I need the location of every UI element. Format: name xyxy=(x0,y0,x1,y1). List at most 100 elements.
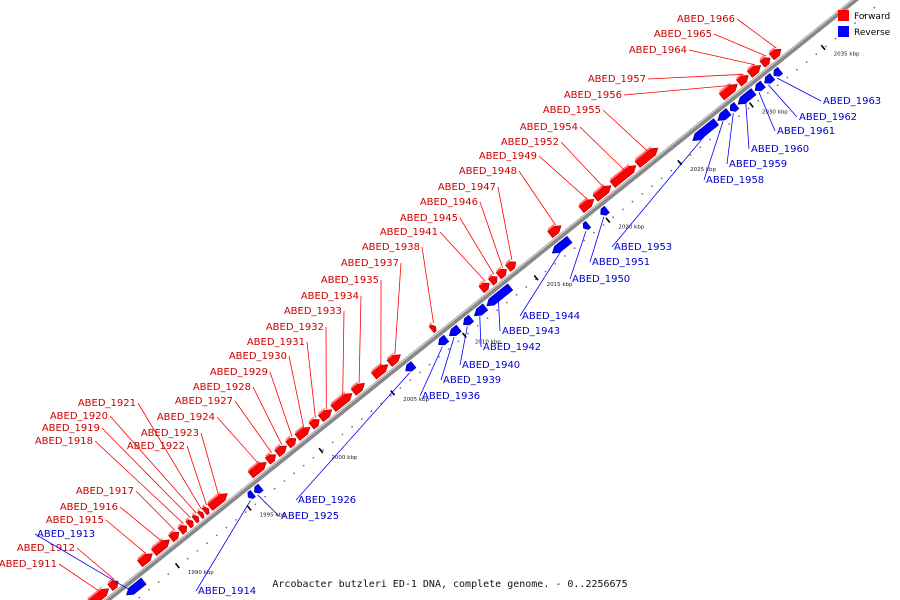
forward-gene-24-shade xyxy=(479,280,484,287)
forward-leader-line xyxy=(186,445,207,506)
forward-leader-line xyxy=(234,400,273,454)
reverse-gene-6 xyxy=(449,324,462,337)
minor-tick xyxy=(670,169,673,172)
forward-leader-line xyxy=(647,73,744,80)
legend-reverse-label: Reverse xyxy=(854,28,891,38)
forward-leader-line xyxy=(342,310,345,397)
major-tick xyxy=(605,217,611,224)
reverse-gene-label: ABED_1958 xyxy=(706,175,764,186)
forward-gene-label: ABED_1916 xyxy=(60,502,118,513)
reverse-gene-label: ABED_1925 xyxy=(281,511,339,522)
forward-leader-line xyxy=(288,355,305,428)
minor-tick xyxy=(225,526,228,529)
forward-gene-label: ABED_1931 xyxy=(247,337,305,348)
forward-leader-line xyxy=(518,170,556,226)
forward-leader-line xyxy=(439,231,486,282)
forward-gene-33 xyxy=(718,83,738,101)
forward-leader-line xyxy=(713,33,767,57)
forward-gene-label: ABED_1911 xyxy=(0,559,57,570)
forward-leader-line xyxy=(459,217,495,275)
minor-tick xyxy=(341,433,344,436)
minor-tick xyxy=(457,340,460,343)
minor-tick xyxy=(428,363,431,366)
reverse-leader-line xyxy=(589,216,605,263)
tick-label: 2020 kbp xyxy=(618,224,644,230)
minor-tick xyxy=(399,387,402,389)
forward-gene-label: ABED_1912 xyxy=(17,543,75,554)
forward-gene-label: ABED_1927 xyxy=(175,396,233,407)
forward-gene-15-shade xyxy=(285,435,291,442)
forward-gene-31 xyxy=(609,165,637,188)
forward-gene-label: ABED_1947 xyxy=(438,182,496,193)
forward-gene-1 xyxy=(87,588,110,600)
forward-gene-label: ABED_1929 xyxy=(210,367,268,378)
forward-gene-20-shade xyxy=(351,381,358,390)
reverse-gene-9 xyxy=(486,283,514,307)
legend-forward-label: Forward xyxy=(854,12,890,22)
forward-gene-33-shade xyxy=(719,82,731,94)
forward-gene-22-shade xyxy=(387,352,394,361)
forward-gene-label: ABED_1935 xyxy=(321,275,379,286)
forward-gene-25-shade xyxy=(488,273,493,279)
minor-tick xyxy=(244,511,247,513)
reverse-leader-line xyxy=(758,92,776,132)
forward-gene-label: ABED_1923 xyxy=(141,428,199,439)
minor-tick xyxy=(728,123,731,125)
forward-leader-line xyxy=(497,186,513,261)
forward-gene-label: ABED_1945 xyxy=(400,213,458,224)
minor-tick xyxy=(235,519,237,521)
reverse-gene-3 xyxy=(254,483,264,494)
forward-gene-37 xyxy=(768,48,782,61)
forward-gene-27 xyxy=(505,261,517,272)
forward-gene-label: ABED_1921 xyxy=(78,398,136,409)
forward-leader-line xyxy=(94,440,184,524)
reverse-leader-line xyxy=(519,251,562,317)
reverse-gene-label: ABED_1943 xyxy=(502,326,560,337)
forward-gene-label: ABED_1966 xyxy=(677,14,735,25)
minor-tick xyxy=(302,464,305,467)
reverse-leader-line xyxy=(776,77,822,102)
forward-leader-line xyxy=(602,109,648,152)
forward-leader-line xyxy=(538,155,588,200)
reverse-leader-line xyxy=(745,102,750,150)
minor-tick xyxy=(138,596,141,599)
forward-gene-label: ABED_1924 xyxy=(157,412,215,423)
forward-gene-30-shade xyxy=(592,183,605,196)
reverse-leader-line xyxy=(479,316,482,348)
minor-tick xyxy=(418,371,421,374)
forward-gene-4 xyxy=(150,539,170,557)
minor-tick xyxy=(738,115,740,118)
forward-gene-26 xyxy=(495,268,507,280)
reverse-gene-label: ABED_1960 xyxy=(751,144,809,155)
forward-leader-line xyxy=(137,402,202,510)
minor-tick xyxy=(544,270,547,273)
forward-gene-18-shade xyxy=(318,407,325,416)
forward-gene-label: ABED_1956 xyxy=(564,90,622,101)
reverse-gene-label: ABED_1939 xyxy=(443,375,501,386)
forward-gene-label: ABED_1915 xyxy=(46,515,104,526)
minor-tick xyxy=(796,68,798,71)
forward-gene-label: ABED_1952 xyxy=(501,137,559,148)
minor-tick xyxy=(157,581,160,583)
forward-leader-line xyxy=(109,415,197,514)
reverse-gene-16 xyxy=(737,88,757,105)
forward-leader-line xyxy=(560,141,604,188)
forward-gene-17-shade xyxy=(309,416,314,423)
forward-gene-14 xyxy=(274,445,287,458)
forward-gene-34 xyxy=(735,75,749,87)
minor-tick xyxy=(322,449,324,451)
forward-gene-label: ABED_1932 xyxy=(266,322,324,333)
tick-label: 2015 kbp xyxy=(547,282,573,288)
minor-tick xyxy=(854,22,856,25)
major-tick xyxy=(820,44,826,51)
minor-tick xyxy=(215,534,218,537)
minor-tick xyxy=(776,84,779,87)
forward-leader-line xyxy=(101,427,191,519)
forward-gene-19-shade xyxy=(330,391,346,406)
forward-gene-14-shade xyxy=(274,443,281,451)
forward-gene-9-shade xyxy=(197,508,200,513)
minor-tick xyxy=(825,45,827,48)
forward-leader-line xyxy=(421,246,434,324)
forward-gene-17 xyxy=(308,419,320,430)
reverse-gene-2 xyxy=(247,489,256,500)
